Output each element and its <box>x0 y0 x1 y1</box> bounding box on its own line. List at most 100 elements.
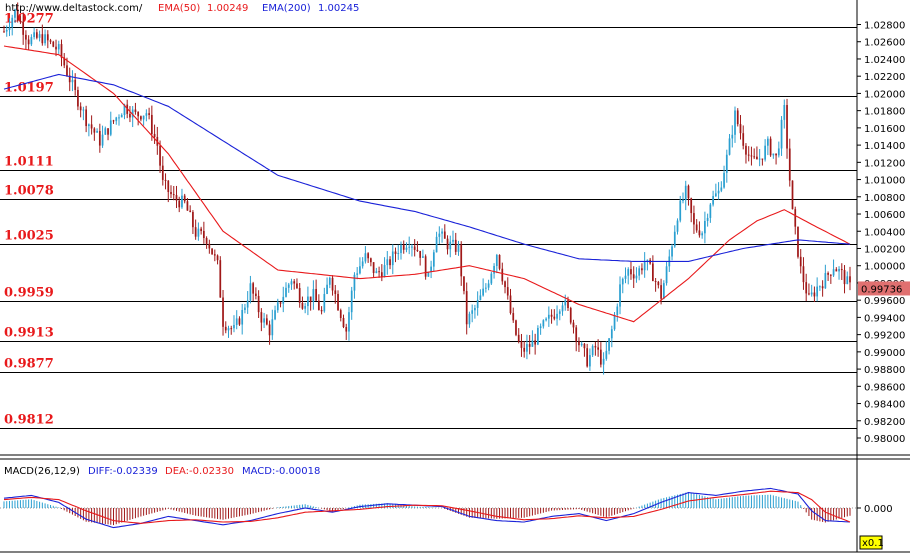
candle-body <box>112 120 115 122</box>
candle-body <box>186 201 189 211</box>
axis-tick-label: 1.01600 <box>864 124 905 135</box>
candle-body <box>200 228 202 232</box>
candle-body <box>569 308 572 323</box>
ema200-value: 1.00245 <box>318 3 360 14</box>
candle-body <box>375 271 378 273</box>
candle-body <box>238 318 241 325</box>
source-url: http://www.deltastock.com/ <box>5 3 143 14</box>
macd-zero-label: 0.000 <box>864 504 893 515</box>
candle-body <box>720 187 723 191</box>
candle-body <box>824 273 827 289</box>
candle-body <box>370 258 372 263</box>
candle-body <box>356 273 359 275</box>
candle-body <box>701 233 704 236</box>
axis-tick-label: 1.02000 <box>864 89 905 100</box>
candle-body <box>41 34 44 44</box>
candle-body <box>342 317 345 328</box>
candle-body <box>3 31 5 33</box>
candle-body <box>641 268 643 271</box>
candle-body <box>474 307 476 311</box>
candle-body <box>312 289 315 302</box>
candle-body <box>19 20 22 23</box>
ema50-value: 1.00249 <box>207 3 249 14</box>
candle-body <box>430 266 432 272</box>
candle-body <box>580 343 583 346</box>
candle-body <box>783 105 786 120</box>
candle-body <box>159 145 161 166</box>
zoom-box <box>859 535 883 550</box>
axis-tick-label: 1.01200 <box>864 158 905 169</box>
candle-body <box>690 198 693 214</box>
candle-body <box>290 281 293 285</box>
candle-body <box>345 327 348 332</box>
candle-body <box>662 283 665 299</box>
candle-body <box>320 309 323 312</box>
candle-body <box>498 254 501 269</box>
candle-body <box>520 341 523 348</box>
candle-body <box>109 120 112 135</box>
candle-body <box>515 320 517 335</box>
candle-body <box>33 32 35 38</box>
candle-body <box>101 134 104 146</box>
candle-body <box>468 313 471 325</box>
candle-body <box>337 293 339 311</box>
candle-body <box>60 44 63 58</box>
candle-body <box>123 104 126 116</box>
candle-body <box>93 128 96 133</box>
candle-body <box>712 196 714 205</box>
axis-tick-label: 1.02400 <box>864 55 905 66</box>
price-axis: 1.02800 1.02600 1.02400 1.02200 1.02000 1.018… <box>857 21 910 445</box>
candle-body <box>627 269 630 276</box>
candle-body <box>654 281 657 283</box>
candle-body <box>293 281 296 284</box>
axis-tick-label: 1.01000 <box>864 176 905 187</box>
candle-body <box>427 271 430 277</box>
candle-body <box>766 138 769 146</box>
candle-body <box>129 113 131 118</box>
current-price-box <box>858 281 910 296</box>
candle-body <box>846 276 849 285</box>
candle-body <box>441 231 443 234</box>
candle-body <box>44 34 46 44</box>
candle-body <box>750 155 753 157</box>
candle-body <box>454 239 457 252</box>
candle-body <box>594 346 597 348</box>
axis-tick-label: 0.98000 <box>864 434 905 445</box>
candle-body <box>693 213 695 225</box>
candle-body <box>558 311 561 314</box>
candle-body <box>613 315 616 330</box>
candle-body <box>777 148 780 156</box>
candle-body <box>348 312 350 332</box>
candle-body <box>189 210 192 212</box>
level-label: 0.9959 <box>4 286 54 301</box>
axis-tick-label: 1.02200 <box>864 72 905 83</box>
ema200-label: EMA(200) <box>262 3 311 14</box>
candle-body <box>671 246 673 257</box>
candle-body <box>758 158 761 160</box>
candle-body <box>315 289 317 301</box>
candle-body <box>799 256 802 267</box>
candle-body <box>380 272 383 277</box>
candle-body <box>90 124 93 129</box>
candle-body <box>27 39 30 45</box>
candle-body <box>523 347 526 352</box>
candle-body <box>339 310 342 318</box>
axis-tick-label: 1.00400 <box>864 227 905 238</box>
candle-body <box>271 319 274 336</box>
candle-body <box>460 244 463 277</box>
candle-body <box>482 288 484 296</box>
candle-body <box>307 296 309 307</box>
candle-body <box>233 324 235 329</box>
candle-body <box>8 27 11 30</box>
candle-body <box>723 172 725 188</box>
candle-body <box>556 313 558 319</box>
candle-body <box>11 17 14 28</box>
candle-body <box>386 259 389 266</box>
macd-dea-line <box>3 490 851 524</box>
candle-body <box>829 274 832 276</box>
candle-body <box>802 266 805 283</box>
candle-body <box>463 276 465 292</box>
candle-body <box>77 90 79 107</box>
candle-body <box>657 281 660 286</box>
